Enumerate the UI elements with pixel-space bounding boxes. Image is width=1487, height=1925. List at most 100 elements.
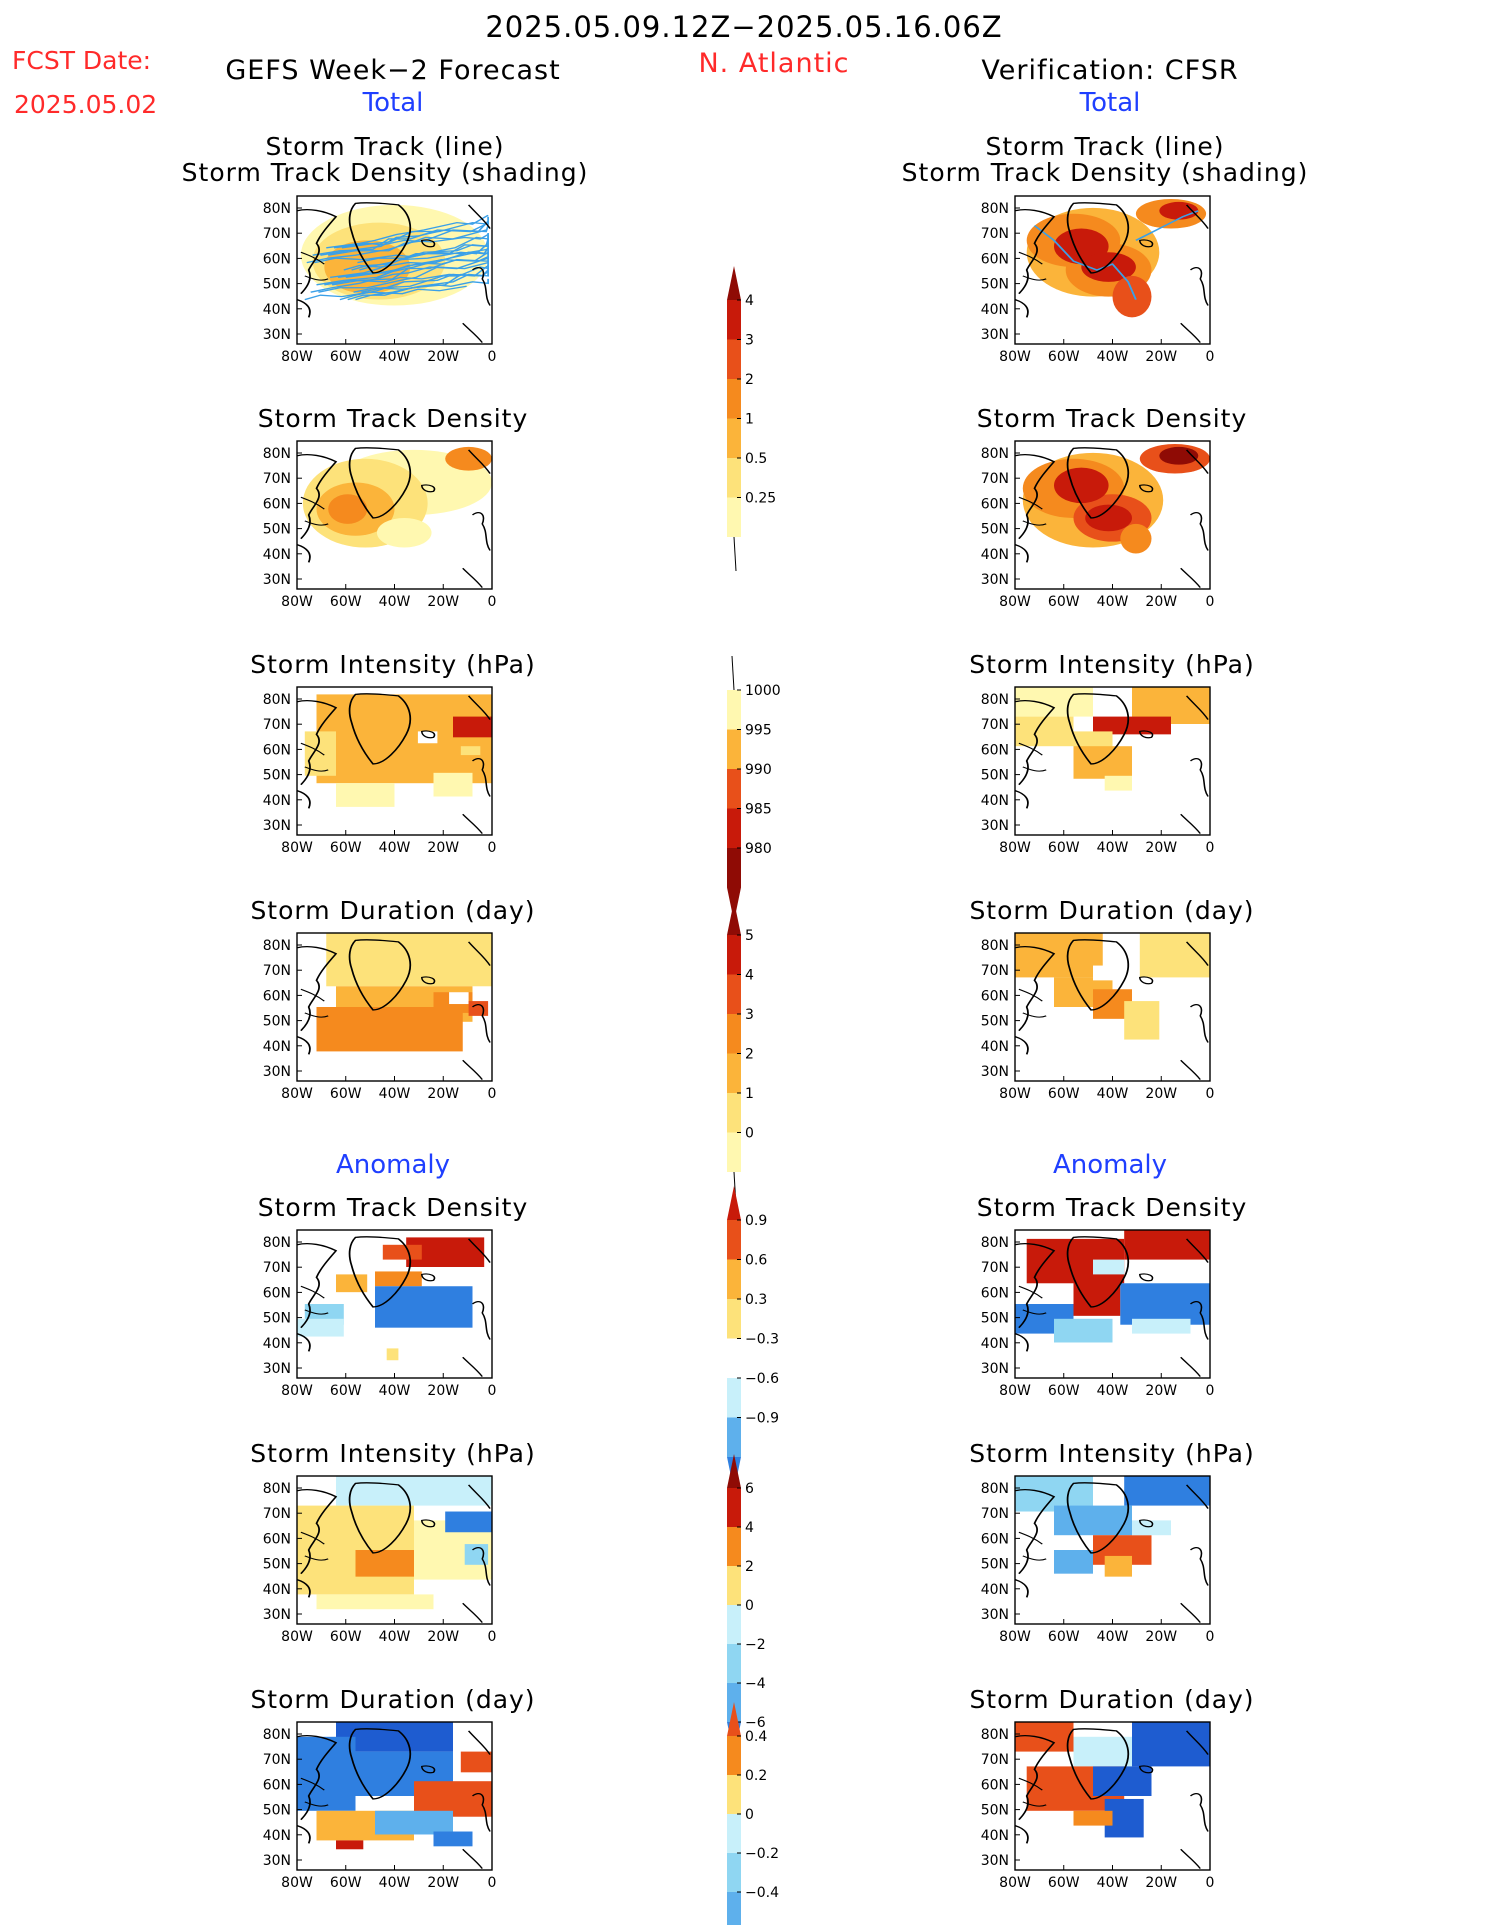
- colorbar-label: 4: [745, 1520, 754, 1536]
- colorbar-segment: [727, 1053, 741, 1093]
- lat-tick-label: 70N: [263, 1506, 291, 1522]
- lon-tick-label: 60W: [1048, 1629, 1080, 1645]
- left-duration-title: Storm Duration (day): [250, 896, 536, 925]
- left-total-label: Total: [362, 88, 424, 118]
- lon-tick-label: 0: [1206, 349, 1215, 365]
- lat-tick-label: 30N: [263, 1607, 291, 1623]
- colorbar-segment: [727, 1814, 741, 1853]
- lat-tick-label: 70N: [263, 963, 291, 979]
- map-field: [297, 196, 492, 344]
- colorbar-density-anom: 0.9 0.6 0.3 −0.3 −0.6 −0.9: [727, 1186, 779, 1491]
- map-field: [1015, 1230, 1210, 1378]
- lon-tick-label: 60W: [1048, 1383, 1080, 1399]
- colorbar-label: 0: [745, 1126, 754, 1142]
- map-panel-left-0: 80N 70N 60N 50N 40N 30N 80W 60W 40W 20W 0: [263, 195, 496, 365]
- colorbar-segment: [727, 1644, 741, 1683]
- lat-tick-label: 40N: [981, 547, 1009, 563]
- lon-tick-label: 60W: [1048, 349, 1080, 365]
- right-intensity-anom-title: Storm Intensity (hPa): [969, 1439, 1255, 1468]
- lat-tick-label: 60N: [981, 1285, 1009, 1301]
- colorbar-segment: [727, 1605, 741, 1644]
- lat-tick-label: 50N: [263, 277, 291, 293]
- map-field: [1015, 687, 1210, 835]
- colorbar-label: 0.6: [745, 1253, 767, 1269]
- lon-tick-label: 60W: [330, 1875, 362, 1891]
- colorbar-arrow-top: [727, 1454, 741, 1488]
- lon-tick-label: 60W: [330, 840, 362, 856]
- colorbar-duration: 5 4 3 2 1 0: [727, 901, 754, 1207]
- lon-tick-label: 80W: [999, 1383, 1031, 1399]
- colorbar-segment: [727, 1488, 741, 1527]
- lat-tick-label: 40N: [263, 1582, 291, 1598]
- map-panel-right-0: 80N 70N 60N 50N 40N 30N 80W 60W 40W 20W 0: [981, 195, 1215, 365]
- colorbar-label: −0.9: [745, 1411, 779, 1427]
- colorbar-segment: [727, 300, 741, 340]
- lat-tick-label: 80N: [263, 446, 291, 462]
- left-track-shading-title: Storm Track Density (shading): [181, 158, 589, 187]
- colorbar-segment: [727, 729, 741, 769]
- colorbar-label: 0.5: [745, 451, 767, 467]
- colorbar-segment: [727, 339, 741, 379]
- lon-tick-label: 20W: [427, 840, 459, 856]
- lon-tick-label: 40W: [379, 1383, 411, 1399]
- colorbar-segment: [727, 1259, 741, 1299]
- map-panel-right-1: 80N 70N 60N 50N 40N 30N 80W 60W 40W 20W 0: [981, 440, 1214, 610]
- lon-tick-label: 40W: [379, 1086, 411, 1102]
- lat-tick-label: 80N: [981, 692, 1009, 708]
- lat-tick-label: 30N: [981, 1607, 1009, 1623]
- lon-tick-label: 40W: [1097, 1629, 1129, 1645]
- colorbar-segment: [727, 1527, 741, 1566]
- lon-tick-label: 0: [488, 594, 497, 610]
- lat-tick-label: 50N: [981, 1557, 1009, 1573]
- lat-tick-label: 70N: [263, 1260, 291, 1276]
- lon-tick-label: 0: [1206, 1875, 1215, 1891]
- lat-tick-label: 80N: [263, 692, 291, 708]
- lon-tick-label: 60W: [330, 1629, 362, 1645]
- map-panel-left-3: 80N 70N 60N 50N 40N 30N 80W 60W 40W 20W 0: [263, 932, 496, 1102]
- colorbar-label: 0.3: [745, 1292, 767, 1308]
- lat-tick-label: 30N: [981, 1064, 1009, 1080]
- lat-tick-label: 60N: [981, 496, 1009, 512]
- right-density-anom-title: Storm Track Density: [976, 1193, 1248, 1222]
- colorbar-segment: [727, 1566, 741, 1605]
- map-panel-right-6: 80N 70N 60N 50N 40N 30N 80W 60W 40W 20W 0: [981, 1721, 1215, 1891]
- lon-tick-label: 20W: [427, 1875, 459, 1891]
- lat-tick-label: 30N: [263, 572, 291, 588]
- lat-tick-label: 80N: [263, 1481, 291, 1497]
- colorbar-label: 1: [745, 1086, 754, 1102]
- map-panel-left-5: 80N 70N 60N 50N 40N 30N 80W 60W 40W 20W 0: [263, 1475, 496, 1645]
- colorbar-label: 5: [745, 928, 754, 944]
- lat-tick-label: 70N: [981, 226, 1009, 242]
- lon-tick-label: 20W: [1145, 1086, 1177, 1102]
- lat-tick-label: 40N: [981, 793, 1009, 809]
- colorbar-segment: [727, 1378, 741, 1418]
- lon-tick-label: 80W: [999, 1629, 1031, 1645]
- colorbar-label: 0.25: [745, 491, 776, 507]
- lat-tick-label: 60N: [981, 988, 1009, 1004]
- colorbar-label: 995: [745, 723, 772, 739]
- map-field: [1015, 1476, 1210, 1624]
- right-total-label: Total: [1079, 88, 1141, 118]
- colorbar-segment: [727, 1093, 741, 1133]
- lat-tick-label: 80N: [263, 1235, 291, 1251]
- fcst-date-value: 2025.05.02: [14, 90, 158, 119]
- colorbar-label: 6: [745, 1481, 754, 1497]
- lon-tick-label: 60W: [330, 1383, 362, 1399]
- map-panel-left-2: 80N 70N 60N 50N 40N 30N 80W 60W 40W 20W 0: [263, 686, 497, 856]
- colorbar-label: 0.2: [745, 1768, 767, 1784]
- lon-tick-label: 0: [488, 840, 497, 856]
- lon-tick-label: 20W: [1145, 840, 1177, 856]
- lat-tick-label: 80N: [981, 1727, 1009, 1743]
- right-track-shading-title: Storm Track Density (shading): [901, 158, 1309, 187]
- colorbar-segment: [727, 808, 741, 848]
- lat-tick-label: 50N: [981, 277, 1009, 293]
- left-density-anom-title: Storm Track Density: [257, 1193, 529, 1222]
- lat-tick-label: 40N: [263, 302, 291, 318]
- lat-tick-label: 80N: [981, 446, 1009, 462]
- colorbar-segment: [727, 974, 741, 1014]
- colorbar-segment: [727, 1132, 741, 1172]
- lat-tick-label: 80N: [263, 1727, 291, 1743]
- colorbar-arrow-top: [727, 266, 741, 300]
- colorbar-arrow-top: [727, 1186, 741, 1220]
- lon-tick-label: 20W: [427, 1086, 459, 1102]
